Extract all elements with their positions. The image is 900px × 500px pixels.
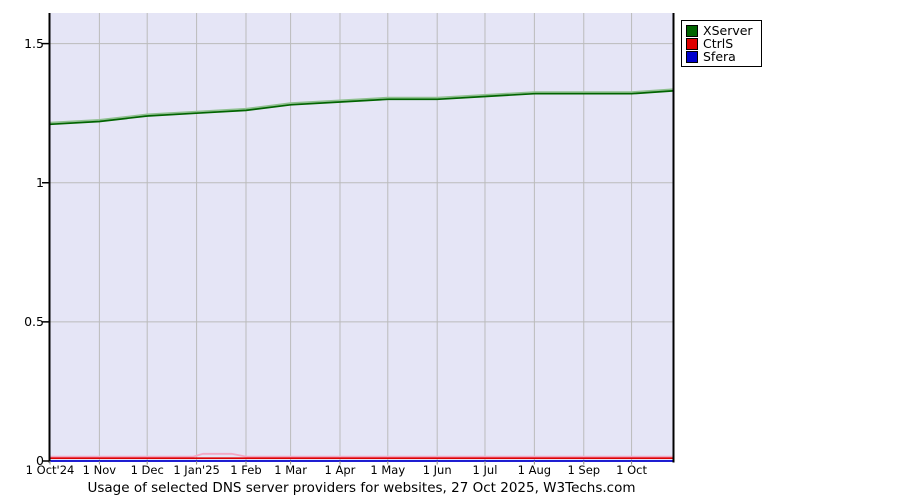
plot-background <box>50 13 673 461</box>
x-tick-label: 1 Nov <box>82 463 117 477</box>
x-tick-label: 1 Dec <box>130 463 164 477</box>
series-line-xserver <box>49 90 674 126</box>
legend-swatch-xserver <box>686 24 698 37</box>
legend-label-ctrls: CtrlS <box>703 36 734 51</box>
x-tick-label: 1 Jul <box>472 463 498 477</box>
legend-swatch-ctrls <box>686 37 698 50</box>
chart-title: Usage of selected DNS server providers f… <box>87 480 636 496</box>
y-tick-label: 1 <box>36 174 44 190</box>
plot-right-border <box>672 13 675 463</box>
x-tick-label: 1 Jan'25 <box>173 463 220 477</box>
legend-label-sfera: Sfera <box>703 49 736 64</box>
x-tick-label: 1 Feb <box>230 463 262 477</box>
x-tick-label: 1 Aug <box>517 463 552 477</box>
x-tick-label: 1 Mar <box>274 463 307 477</box>
x-tick-label: 1 May <box>370 463 406 477</box>
legend-item-xserver: XServer <box>686 24 753 37</box>
y-axis-line <box>48 13 51 463</box>
x-tick-label: 1 Jun <box>422 463 452 477</box>
chart-legend: XServer CtrlS Sfera <box>681 20 762 67</box>
y-tick-label: 1.5 <box>24 35 44 51</box>
series-light-line-ctrls <box>50 452 673 458</box>
legend-label-xserver: XServer <box>703 23 753 38</box>
x-tick-label: 1 Oct'24 <box>25 463 75 477</box>
y-tick-label: 0.5 <box>24 313 44 329</box>
series-light-line-xserver <box>49 88 674 124</box>
legend-item-ctrls: CtrlS <box>686 37 753 50</box>
y-tick-label: 0 <box>36 453 44 468</box>
legend-item-sfera: Sfera <box>686 50 753 63</box>
x-tick-label: 1 Apr <box>324 463 356 477</box>
x-tick-label: 1 Sep <box>567 463 601 477</box>
legend-swatch-sfera <box>686 50 698 63</box>
x-tick-label: 1 Oct <box>616 463 647 477</box>
